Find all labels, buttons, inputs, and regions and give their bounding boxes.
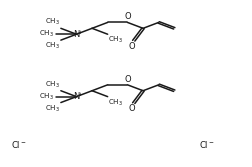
Text: N: N — [73, 92, 79, 101]
Text: O: O — [128, 104, 135, 113]
Text: CH$_3$: CH$_3$ — [108, 98, 123, 108]
Text: CH$_3$: CH$_3$ — [39, 92, 54, 102]
Text: CH$_3$: CH$_3$ — [39, 29, 54, 39]
Text: CH$_3$: CH$_3$ — [45, 79, 60, 90]
Text: Cl$^-$: Cl$^-$ — [198, 139, 214, 150]
Text: CH$_3$: CH$_3$ — [108, 35, 123, 45]
Text: +: + — [77, 30, 82, 35]
Text: O: O — [124, 74, 130, 84]
Text: +: + — [77, 92, 82, 97]
Text: Cl$^-$: Cl$^-$ — [11, 139, 27, 150]
Text: O: O — [128, 42, 135, 51]
Text: N: N — [73, 30, 79, 39]
Text: CH$_3$: CH$_3$ — [45, 104, 60, 114]
Text: CH$_3$: CH$_3$ — [45, 17, 60, 27]
Text: CH$_3$: CH$_3$ — [45, 41, 60, 51]
Text: O: O — [124, 12, 130, 21]
